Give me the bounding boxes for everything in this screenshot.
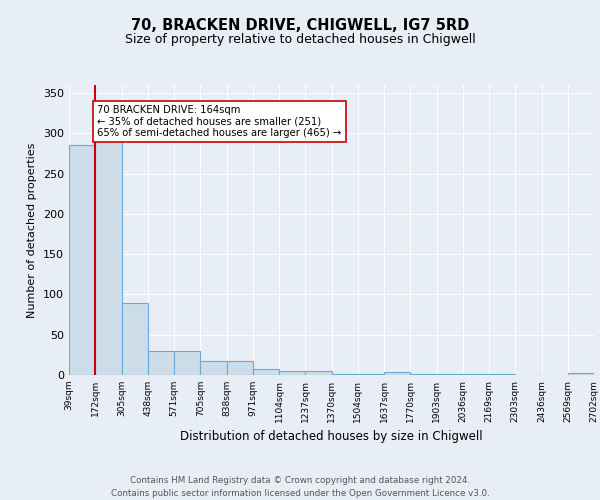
Bar: [148, 351, 174, 375]
Bar: [121, 302, 148, 375]
Text: Size of property relative to detached houses in Chigwell: Size of property relative to detached ho…: [125, 32, 475, 46]
Bar: [384, 372, 410, 375]
Bar: [200, 362, 227, 375]
Text: 70 BRACKEN DRIVE: 164sqm
← 35% of detached houses are smaller (251)
65% of semi-: 70 BRACKEN DRIVE: 164sqm ← 35% of detach…: [97, 105, 341, 138]
Bar: [568, 372, 594, 375]
Bar: [69, 146, 95, 375]
Bar: [358, 374, 384, 375]
Bar: [463, 374, 489, 375]
Bar: [437, 374, 463, 375]
Bar: [253, 368, 279, 375]
Bar: [489, 374, 515, 375]
X-axis label: Distribution of detached houses by size in Chigwell: Distribution of detached houses by size …: [180, 430, 483, 444]
Text: Contains HM Land Registry data © Crown copyright and database right 2024.: Contains HM Land Registry data © Crown c…: [130, 476, 470, 485]
Bar: [227, 362, 253, 375]
Text: 70, BRACKEN DRIVE, CHIGWELL, IG7 5RD: 70, BRACKEN DRIVE, CHIGWELL, IG7 5RD: [131, 18, 469, 32]
Text: Contains public sector information licensed under the Open Government Licence v3: Contains public sector information licen…: [110, 489, 490, 498]
Y-axis label: Number of detached properties: Number of detached properties: [28, 142, 37, 318]
Bar: [95, 109, 121, 375]
Bar: [305, 371, 331, 375]
Bar: [174, 351, 200, 375]
Bar: [331, 374, 358, 375]
Bar: [279, 371, 305, 375]
Bar: [410, 374, 437, 375]
